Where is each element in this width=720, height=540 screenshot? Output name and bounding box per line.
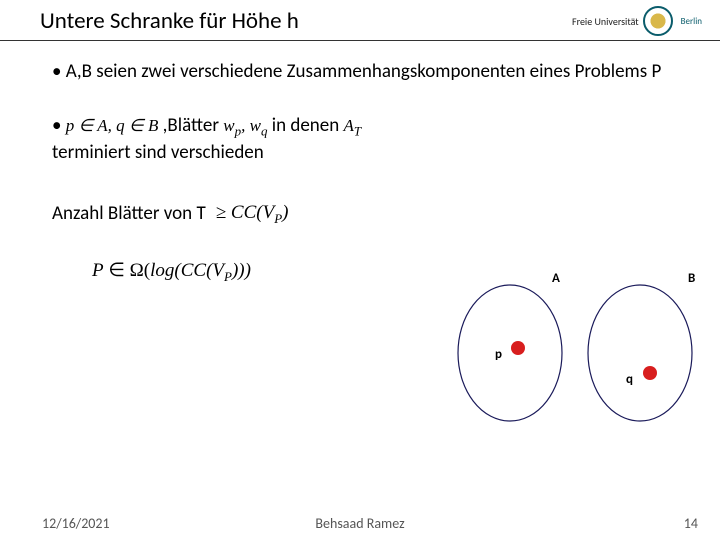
text-terminiert: terminiert sind verschieden	[52, 141, 264, 164]
text-blatter: ,Blätter	[158, 114, 223, 137]
anzahl-text: Anzahl Blätter von T	[52, 201, 206, 227]
bullet-1: • A,B seien zwei verschiedene Zusammenha…	[52, 59, 678, 85]
slide-content: • A,B seien zwei verschiedene Zusammenha…	[0, 41, 720, 285]
logo-seal-icon	[643, 6, 673, 36]
page-title: Untere Schranke für Höhe h	[40, 7, 299, 35]
math-wp: wp, wq	[223, 116, 267, 135]
footer-page: 14	[684, 515, 698, 532]
ellipse-a	[458, 285, 562, 421]
footer: 12/16/2021 Behsaad Ramez 14	[0, 515, 720, 532]
label-q: q	[626, 372, 633, 387]
math-pq: p ∈ A, q ∈ B	[66, 116, 159, 135]
dot-q	[643, 366, 657, 380]
label-p: p	[495, 347, 502, 362]
venn-diagram: A B p q	[440, 268, 700, 428]
footer-author: Behsaad Ramez	[315, 515, 404, 532]
footer-date: 12/16/2021	[42, 515, 110, 532]
cc-formula: ≥ CC(VP)	[216, 200, 289, 227]
text-indenen: in denen	[267, 114, 343, 137]
anzahl-row: Anzahl Blätter von T ≥ CC(VP)	[52, 200, 678, 227]
label-a: A	[552, 271, 560, 286]
logo-city: Berlin	[681, 16, 702, 27]
dot-p	[511, 341, 525, 355]
bullet-marker: •	[52, 114, 61, 137]
math-at: AT	[344, 116, 362, 135]
bullet-2: • p ∈ A, q ∈ B ,Blätter wp, wq in denen …	[52, 113, 678, 166]
label-b: B	[688, 271, 695, 286]
university-logo: Freie Universität Berlin	[572, 6, 702, 36]
ellipse-b	[588, 285, 692, 421]
logo-text: Freie Universität	[572, 16, 639, 27]
